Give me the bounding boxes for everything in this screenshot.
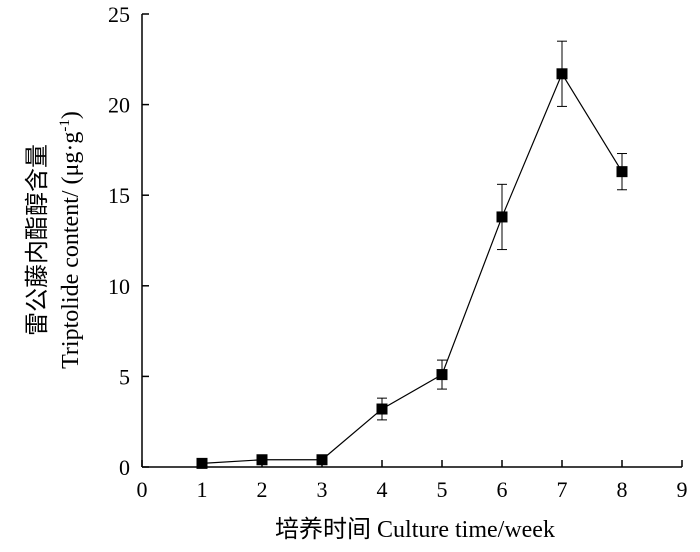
data-point-0-0 xyxy=(196,457,208,469)
x-tick-label-8: 8 xyxy=(617,477,628,502)
data-point-0-5 xyxy=(496,211,508,223)
y-tick-label-1: 5 xyxy=(119,364,130,389)
x-tick-label-3: 3 xyxy=(317,477,328,502)
data-point-0-7 xyxy=(616,166,628,178)
y-tick-label-0: 0 xyxy=(119,455,130,480)
y-axis-title-line2: Triptolide content/ (μg·g-1) xyxy=(57,111,84,369)
y-axis-title-line2-close: ) xyxy=(58,111,84,119)
series-layer xyxy=(196,40,628,469)
data-point-0-1 xyxy=(256,454,268,466)
x-tick-label-1: 1 xyxy=(197,477,208,502)
x-tick-label-2: 2 xyxy=(257,477,268,502)
data-point-0-2 xyxy=(316,454,328,466)
x-tick-label-7: 7 xyxy=(557,477,568,502)
x-tick-label-6: 6 xyxy=(497,477,508,502)
y-axis-title-line1: 雷公藤内酯醇含量 xyxy=(24,144,51,336)
y-tick-label-4: 20 xyxy=(108,93,130,118)
data-point-0-4 xyxy=(436,369,448,381)
data-point-0-6 xyxy=(556,68,568,80)
x-tick-label-4: 4 xyxy=(377,477,388,502)
x-tick-label-5: 5 xyxy=(437,477,448,502)
x-axis-title: 培养时间 Culture time/week xyxy=(275,516,555,543)
axes: 0 1 2 3 4 5 6 7 8 9 0 5 10 15 20 25 xyxy=(108,2,688,502)
y-axis-title-line2-text: Triptolide content/ (μg·g xyxy=(58,132,84,369)
x-tick-label-0: 0 xyxy=(137,477,148,502)
y-axis-title: 雷公藤内酯醇含量 Triptolide content/ (μg·g-1) xyxy=(24,111,84,369)
series-0-line xyxy=(201,72,623,464)
data-point-0-3 xyxy=(376,403,388,415)
y-axis-title-line2-sup: -1 xyxy=(57,119,73,132)
y-tick-label-3: 15 xyxy=(108,183,130,208)
y-tick-label-5: 25 xyxy=(108,2,130,27)
y-tick-label-2: 10 xyxy=(108,274,130,299)
x-tick-label-9: 9 xyxy=(677,477,688,502)
